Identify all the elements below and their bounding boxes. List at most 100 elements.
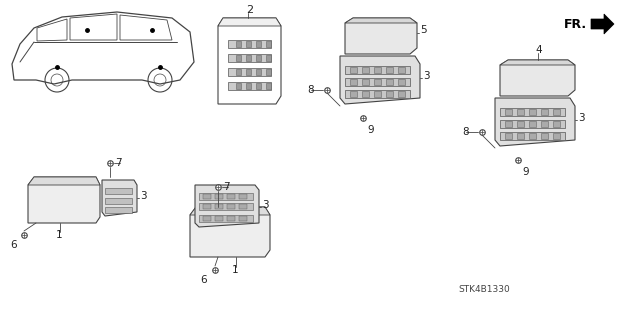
Polygon shape [350,79,357,85]
Polygon shape [218,18,281,26]
Polygon shape [541,121,548,127]
Text: 5: 5 [420,25,427,35]
Polygon shape [256,69,261,75]
Polygon shape [190,207,270,257]
Polygon shape [236,69,241,75]
Polygon shape [239,216,247,221]
Polygon shape [350,91,357,97]
Text: 6: 6 [10,240,17,250]
Text: 2: 2 [246,5,253,15]
Polygon shape [256,83,261,89]
Text: 3: 3 [140,191,147,201]
Polygon shape [500,60,575,65]
Polygon shape [553,133,560,139]
Polygon shape [203,204,211,209]
Polygon shape [591,14,614,34]
Polygon shape [203,216,211,221]
Polygon shape [239,204,247,209]
Text: 3: 3 [423,71,429,81]
Polygon shape [517,109,524,115]
Polygon shape [266,69,271,75]
Polygon shape [215,204,223,209]
Polygon shape [398,67,405,73]
Polygon shape [227,194,235,199]
Polygon shape [398,91,405,97]
Text: 8: 8 [462,127,468,137]
Polygon shape [553,109,560,115]
Text: 7: 7 [115,158,122,168]
Text: FR.: FR. [564,18,587,31]
Text: 9: 9 [367,125,374,135]
Polygon shape [517,133,524,139]
Polygon shape [529,109,536,115]
Polygon shape [199,193,253,200]
Polygon shape [228,40,271,48]
Polygon shape [236,41,241,47]
Polygon shape [553,121,560,127]
Text: 8: 8 [307,85,314,95]
Polygon shape [246,83,251,89]
Polygon shape [105,188,132,194]
Polygon shape [236,83,241,89]
Polygon shape [362,67,369,73]
Polygon shape [505,133,512,139]
Polygon shape [105,207,132,213]
Polygon shape [28,177,100,185]
Polygon shape [195,185,259,227]
Polygon shape [345,18,417,54]
Polygon shape [500,108,565,116]
Polygon shape [256,41,261,47]
Polygon shape [266,83,271,89]
Polygon shape [362,91,369,97]
Polygon shape [345,90,410,98]
Polygon shape [246,69,251,75]
Polygon shape [398,79,405,85]
Polygon shape [529,121,536,127]
Polygon shape [246,41,251,47]
Polygon shape [340,56,420,104]
Polygon shape [190,207,270,215]
Polygon shape [102,180,137,216]
Text: STK4B1330: STK4B1330 [458,286,509,294]
Polygon shape [266,41,271,47]
Polygon shape [495,98,575,146]
Polygon shape [199,215,253,222]
Polygon shape [386,79,393,85]
Polygon shape [541,133,548,139]
Polygon shape [541,109,548,115]
Text: 1: 1 [56,230,63,240]
Polygon shape [28,177,100,223]
Polygon shape [266,55,271,61]
Polygon shape [374,67,381,73]
Text: 3: 3 [262,200,269,210]
Polygon shape [105,198,132,204]
Polygon shape [500,120,565,128]
Polygon shape [500,132,565,140]
Polygon shape [386,67,393,73]
Text: 4: 4 [535,45,541,55]
Text: 1: 1 [232,265,239,275]
Polygon shape [517,121,524,127]
Polygon shape [199,203,253,210]
Polygon shape [228,68,271,76]
Polygon shape [227,216,235,221]
Polygon shape [374,91,381,97]
Polygon shape [203,194,211,199]
Polygon shape [529,133,536,139]
Polygon shape [374,79,381,85]
Text: 3: 3 [578,113,584,123]
Text: 7: 7 [223,182,230,192]
Polygon shape [256,55,261,61]
Text: 6: 6 [200,275,207,285]
Polygon shape [246,55,251,61]
Polygon shape [215,194,223,199]
Polygon shape [228,54,271,62]
Polygon shape [345,66,410,74]
Polygon shape [505,109,512,115]
Polygon shape [227,204,235,209]
Polygon shape [228,82,271,90]
Text: 9: 9 [522,167,529,177]
Polygon shape [236,55,241,61]
Polygon shape [386,91,393,97]
Polygon shape [215,216,223,221]
